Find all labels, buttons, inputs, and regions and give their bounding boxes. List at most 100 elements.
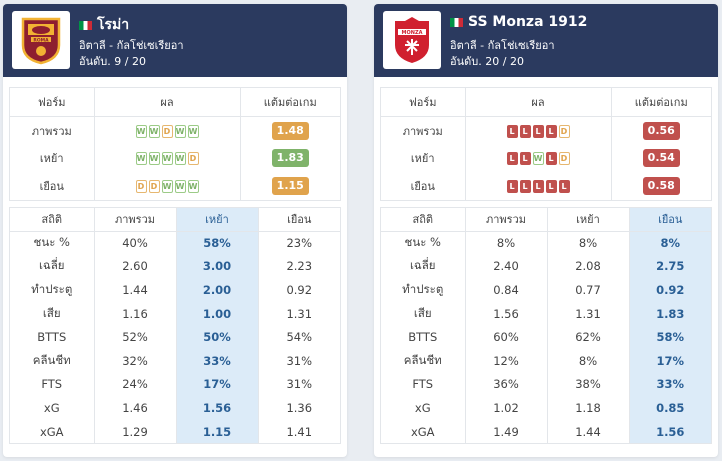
league-name[interactable]: อิตาลี - กัลโช่เซเรียอา (79, 39, 184, 52)
result-chip[interactable]: L (506, 179, 518, 193)
team-name[interactable]: โรม่า (79, 14, 129, 36)
italy-flag-icon (79, 20, 92, 30)
league-rank: อันดับ. 20 / 20 (450, 55, 524, 68)
form-table: ฟอร์ม ผล แต้มต่อเกม ภาพรวม L L L L D 0.56 เหย้า… (381, 88, 711, 200)
result-chip[interactable]: D (558, 124, 570, 138)
stats-table-header: สถิติ ภาพรวม เหย้า เยือน (10, 208, 340, 232)
stat-label: xG (10, 396, 95, 420)
stats-row: ชนะ % 40% 58% 23% (10, 231, 340, 255)
stat-value-away: 31% (286, 353, 313, 368)
stat-value-overall: 1.29 (94, 419, 177, 444)
stats-header-away: เยือน (258, 208, 340, 232)
result-chip[interactable]: L (545, 124, 557, 138)
form-table-box: ฟอร์ม ผล แต้มต่อเกม ภาพรวม L L L L D 0.56 เหย้า… (380, 87, 712, 201)
stats-row: FTS 36% 38% 33% (381, 372, 711, 397)
result-chip[interactable]: W (135, 124, 147, 138)
team-logo[interactable]: MONZA (383, 11, 441, 69)
form-header-form: ฟอร์ม (10, 88, 95, 117)
result-chip[interactable]: L (545, 151, 557, 165)
stat-value-home: 8% (547, 231, 630, 255)
form-header-results: ผล (465, 88, 612, 117)
result-chip[interactable]: L (506, 124, 518, 138)
result-chip[interactable]: L (519, 151, 531, 165)
stat-value-home: 1.00 (176, 301, 259, 326)
stats-header-home: เหย้า (547, 208, 630, 232)
stat-value-away: 17% (629, 348, 711, 373)
result-chip[interactable]: L (519, 179, 531, 193)
stat-label: FTS (10, 372, 95, 397)
logo-text: ROMA (33, 37, 49, 43)
result-chip[interactable]: L (532, 124, 544, 138)
result-chip[interactable]: L (506, 151, 518, 165)
monza-crest-icon: MONZA (395, 17, 429, 63)
result-chip[interactable]: D (187, 151, 199, 165)
stat-label: ทำประตู (10, 278, 95, 302)
stat-value-home: 1.15 (176, 419, 259, 444)
stats-row: BTTS 52% 50% 54% (10, 325, 340, 349)
stat-value-away: 31% (286, 377, 313, 392)
team-header: MONZA SS Monza 1912 อิตาลี - กัลโช่เซเรี… (374, 4, 718, 77)
stat-value-home: 1.18 (547, 396, 630, 420)
form-header-ppg: แต้มต่อเกม (240, 88, 340, 117)
result-chip[interactable]: L (545, 179, 557, 193)
form-row: เยือน D D W W W 1.15 (10, 172, 340, 200)
result-chip[interactable]: W (174, 179, 186, 193)
ppg-badge: 0.54 (642, 149, 680, 167)
result-chip[interactable]: D (558, 151, 570, 165)
result-chip[interactable]: W (187, 124, 199, 138)
result-chip[interactable]: W (161, 179, 173, 193)
form-table: ฟอร์ม ผล แต้มต่อเกม ภาพรวม W W D W W 1.48 เหย้า… (10, 88, 340, 200)
stats-header-overall: ภาพรวม (465, 208, 548, 232)
result-chip[interactable]: L (558, 179, 570, 193)
stats-row: เฉลี่ย 2.60 3.00 2.23 (10, 254, 340, 279)
stats-header-overall: ภาพรวม (94, 208, 177, 232)
team-card-away: MONZA SS Monza 1912 อิตาลี - กัลโช่เซเรี… (374, 4, 718, 457)
result-chip[interactable]: W (532, 151, 544, 165)
result-chip[interactable]: L (532, 179, 544, 193)
stat-label: ทำประตู (381, 278, 466, 302)
stats-row: เสีย 1.16 1.00 1.31 (10, 301, 340, 326)
ppg-cell: 1.15 (240, 172, 340, 200)
result-chip[interactable]: W (161, 151, 173, 165)
result-chip[interactable]: L (519, 124, 531, 138)
result-chip[interactable]: W (148, 151, 160, 165)
stat-value-home: 0.77 (547, 278, 630, 302)
stat-value-overall: 32% (94, 348, 177, 373)
stat-value-away: 58% (629, 325, 711, 349)
result-chip[interactable]: W (135, 151, 147, 165)
result-chip[interactable]: W (148, 124, 160, 138)
team-name[interactable]: SS Monza 1912 (450, 14, 587, 30)
league-name[interactable]: อิตาลี - กัลโช่เซเรียอา (450, 39, 555, 52)
stat-value-home: 1.31 (547, 301, 630, 326)
stat-value-overall: 36% (465, 372, 548, 397)
result-chip[interactable]: D (135, 179, 147, 193)
result-chip[interactable]: W (174, 124, 186, 138)
form-row-label: เยือน (10, 172, 95, 200)
stat-value-away: 33% (629, 372, 711, 397)
result-chip[interactable]: D (148, 179, 160, 193)
stats-row: ทำประตู 0.84 0.77 0.92 (381, 278, 711, 302)
stat-value-home: 17% (176, 372, 259, 397)
stat-value-home: 38% (547, 372, 630, 397)
team-logo[interactable]: ROMA (12, 11, 70, 69)
stat-value-home: 1.56 (176, 396, 259, 420)
team-name-text: โรม่า (97, 17, 130, 33)
result-chip[interactable]: D (161, 124, 173, 138)
stats-header-home: เหย้า (176, 208, 259, 232)
stat-label: xGA (10, 419, 95, 444)
ppg-badge: 0.56 (642, 121, 680, 140)
result-chip[interactable]: W (187, 179, 199, 193)
form-row-label: ภาพรวม (381, 116, 466, 144)
stats-table-box: สถิติ ภาพรวม เหย้า เยือน ชนะ % 40% 58% 23% เ… (9, 207, 341, 445)
roma-crest-icon: ROMA (21, 17, 61, 65)
stat-value-away: 0.92 (286, 282, 313, 297)
form-row-label: ภาพรวม (10, 116, 95, 144)
result-chip[interactable]: W (174, 151, 186, 165)
stat-value-overall: 52% (94, 325, 177, 349)
ppg-badge: 1.83 (271, 149, 309, 167)
stat-value-overall: 1.02 (465, 396, 548, 420)
stat-value-overall: 24% (94, 372, 177, 397)
